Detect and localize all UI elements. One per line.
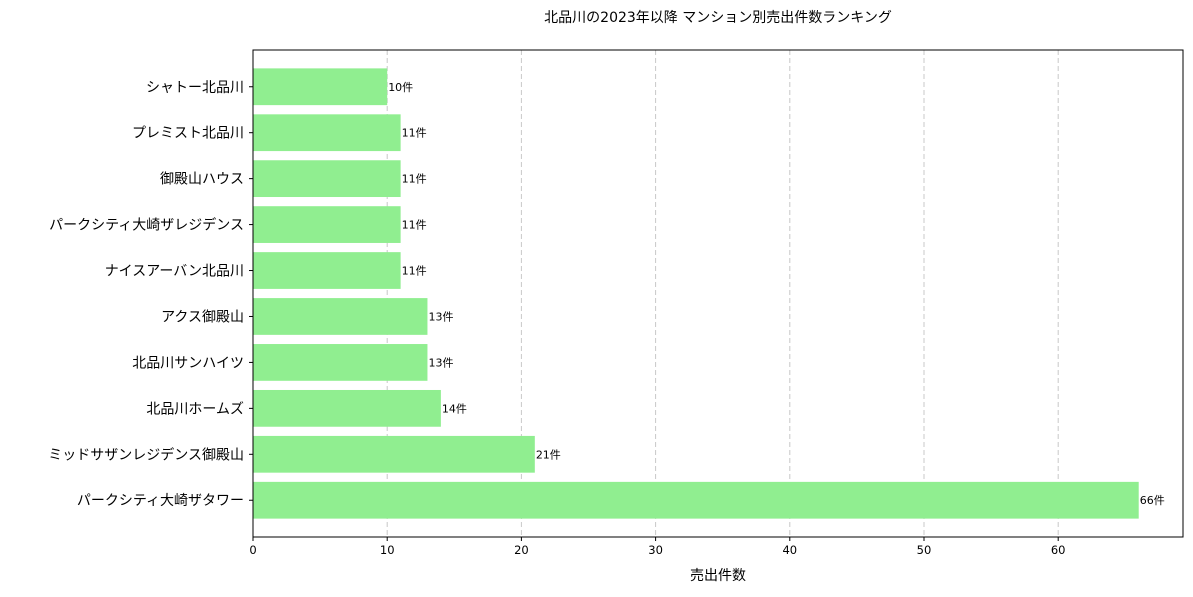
data-label: 11件 <box>402 127 427 140</box>
bar <box>253 298 428 335</box>
chart-title: 北品川の2023年以降 マンション別売出件数ランキング <box>544 10 892 26</box>
data-label: 13件 <box>428 356 453 369</box>
bar <box>253 206 401 243</box>
x-tick-label: 60 <box>1051 543 1066 557</box>
data-label: 21件 <box>536 448 561 461</box>
y-tick-label: 北品川サンハイツ <box>132 355 244 371</box>
plot-frame <box>252 49 1184 538</box>
bar <box>253 344 428 381</box>
data-label: 66件 <box>1140 494 1165 507</box>
data-label: 13件 <box>428 310 453 323</box>
x-tick-label: 0 <box>249 543 256 557</box>
y-tick-label: ナイスアーバン北品川 <box>105 264 244 280</box>
bar <box>253 68 388 106</box>
y-tick-label: 北品川ホームズ <box>146 401 244 417</box>
x-tick-label: 40 <box>782 543 797 557</box>
y-tick-label: パークシティ大崎ザレジデンス <box>49 217 244 234</box>
x-tick-label: 50 <box>917 543 932 557</box>
x-tick-label: 20 <box>514 543 529 557</box>
bar <box>253 252 401 289</box>
data-label: 11件 <box>402 173 427 186</box>
y-tick-label: ミッドサザンレジデンス御殿山 <box>48 446 244 463</box>
y-tick-label: パークシティ大崎ザタワー <box>77 493 244 509</box>
bar <box>253 114 401 152</box>
x-axis-label: 売出件数 <box>690 568 746 584</box>
data-label: 10件 <box>388 81 413 94</box>
bar <box>253 481 1139 519</box>
data-label: 14件 <box>442 402 467 415</box>
bar <box>253 435 535 473</box>
y-tick-label: アクス御殿山 <box>161 309 244 325</box>
x-tick-label: 10 <box>380 543 395 557</box>
y-tick-label: 御殿山ハウス <box>160 172 244 188</box>
data-label: 11件 <box>402 265 427 278</box>
y-tick-label: シャトー北品川 <box>146 80 244 96</box>
data-label: 11件 <box>402 219 427 232</box>
bar <box>253 389 441 427</box>
bar <box>253 160 401 198</box>
x-tick-label: 30 <box>648 543 663 557</box>
y-tick-label: プレミスト北品川 <box>132 126 244 142</box>
